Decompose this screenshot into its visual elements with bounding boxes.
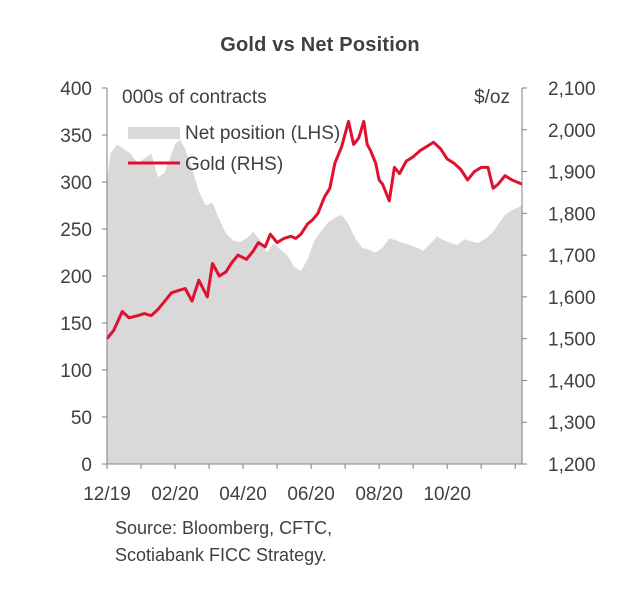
right-tick-label: 1,500 <box>548 330 596 351</box>
legend: Net position (LHS) Gold (RHS) <box>128 123 340 175</box>
left-tick-label: 150 <box>60 314 92 335</box>
x-tick-label: 10/20 <box>423 484 471 505</box>
x-tick-label: 08/20 <box>355 484 403 505</box>
source-line-2: Scotiabank FICC Strategy. <box>115 545 327 565</box>
left-tick-label: 100 <box>60 361 92 382</box>
net-position-area <box>107 139 522 464</box>
right-tick-label: 1,600 <box>548 288 596 309</box>
right-tick-label: 2,000 <box>548 121 596 142</box>
x-tick-label: 02/20 <box>151 484 199 505</box>
right-tick-label: 1,700 <box>548 246 596 267</box>
left-tick-label: 400 <box>60 79 92 100</box>
right-tick-label: 2,100 <box>548 79 596 100</box>
left-tick-label: 350 <box>60 126 92 147</box>
left-tick-label: 250 <box>60 220 92 241</box>
x-tick-label: 12/19 <box>83 484 131 505</box>
legend-label-net-position: Net position (LHS) <box>185 123 340 144</box>
left-tick-label: 300 <box>60 173 92 194</box>
label-layer: 0 50 100 150 200 250 300 350 400 1,200 1,300 1,400 1… <box>60 79 595 505</box>
legend-label-gold: Gold (RHS) <box>185 154 283 175</box>
chart-title: Gold vs Net Position <box>220 34 420 56</box>
left-tick-label: 0 <box>81 455 92 476</box>
axis-layer <box>102 87 527 469</box>
right-tick-label: 1,900 <box>548 163 596 184</box>
series-layer <box>105 119 523 464</box>
right-tick-label: 1,800 <box>548 204 596 225</box>
left-tick-label: 50 <box>71 408 92 429</box>
right-tick-label: 1,300 <box>548 413 596 434</box>
left-tick-label: 200 <box>60 267 92 288</box>
x-tick-label: 06/20 <box>287 484 335 505</box>
left-axis-label: 000s of contracts <box>122 87 267 108</box>
right-axis-label: $/oz <box>474 87 510 108</box>
x-tick-label: 04/20 <box>219 484 267 505</box>
right-tick-label: 1,400 <box>548 371 596 392</box>
legend-swatch-net-position <box>128 127 180 139</box>
gold-price-line <box>105 119 523 340</box>
source-line-1: Source: Bloomberg, CFTC, <box>115 518 333 538</box>
right-tick-label: 1,200 <box>548 455 596 476</box>
